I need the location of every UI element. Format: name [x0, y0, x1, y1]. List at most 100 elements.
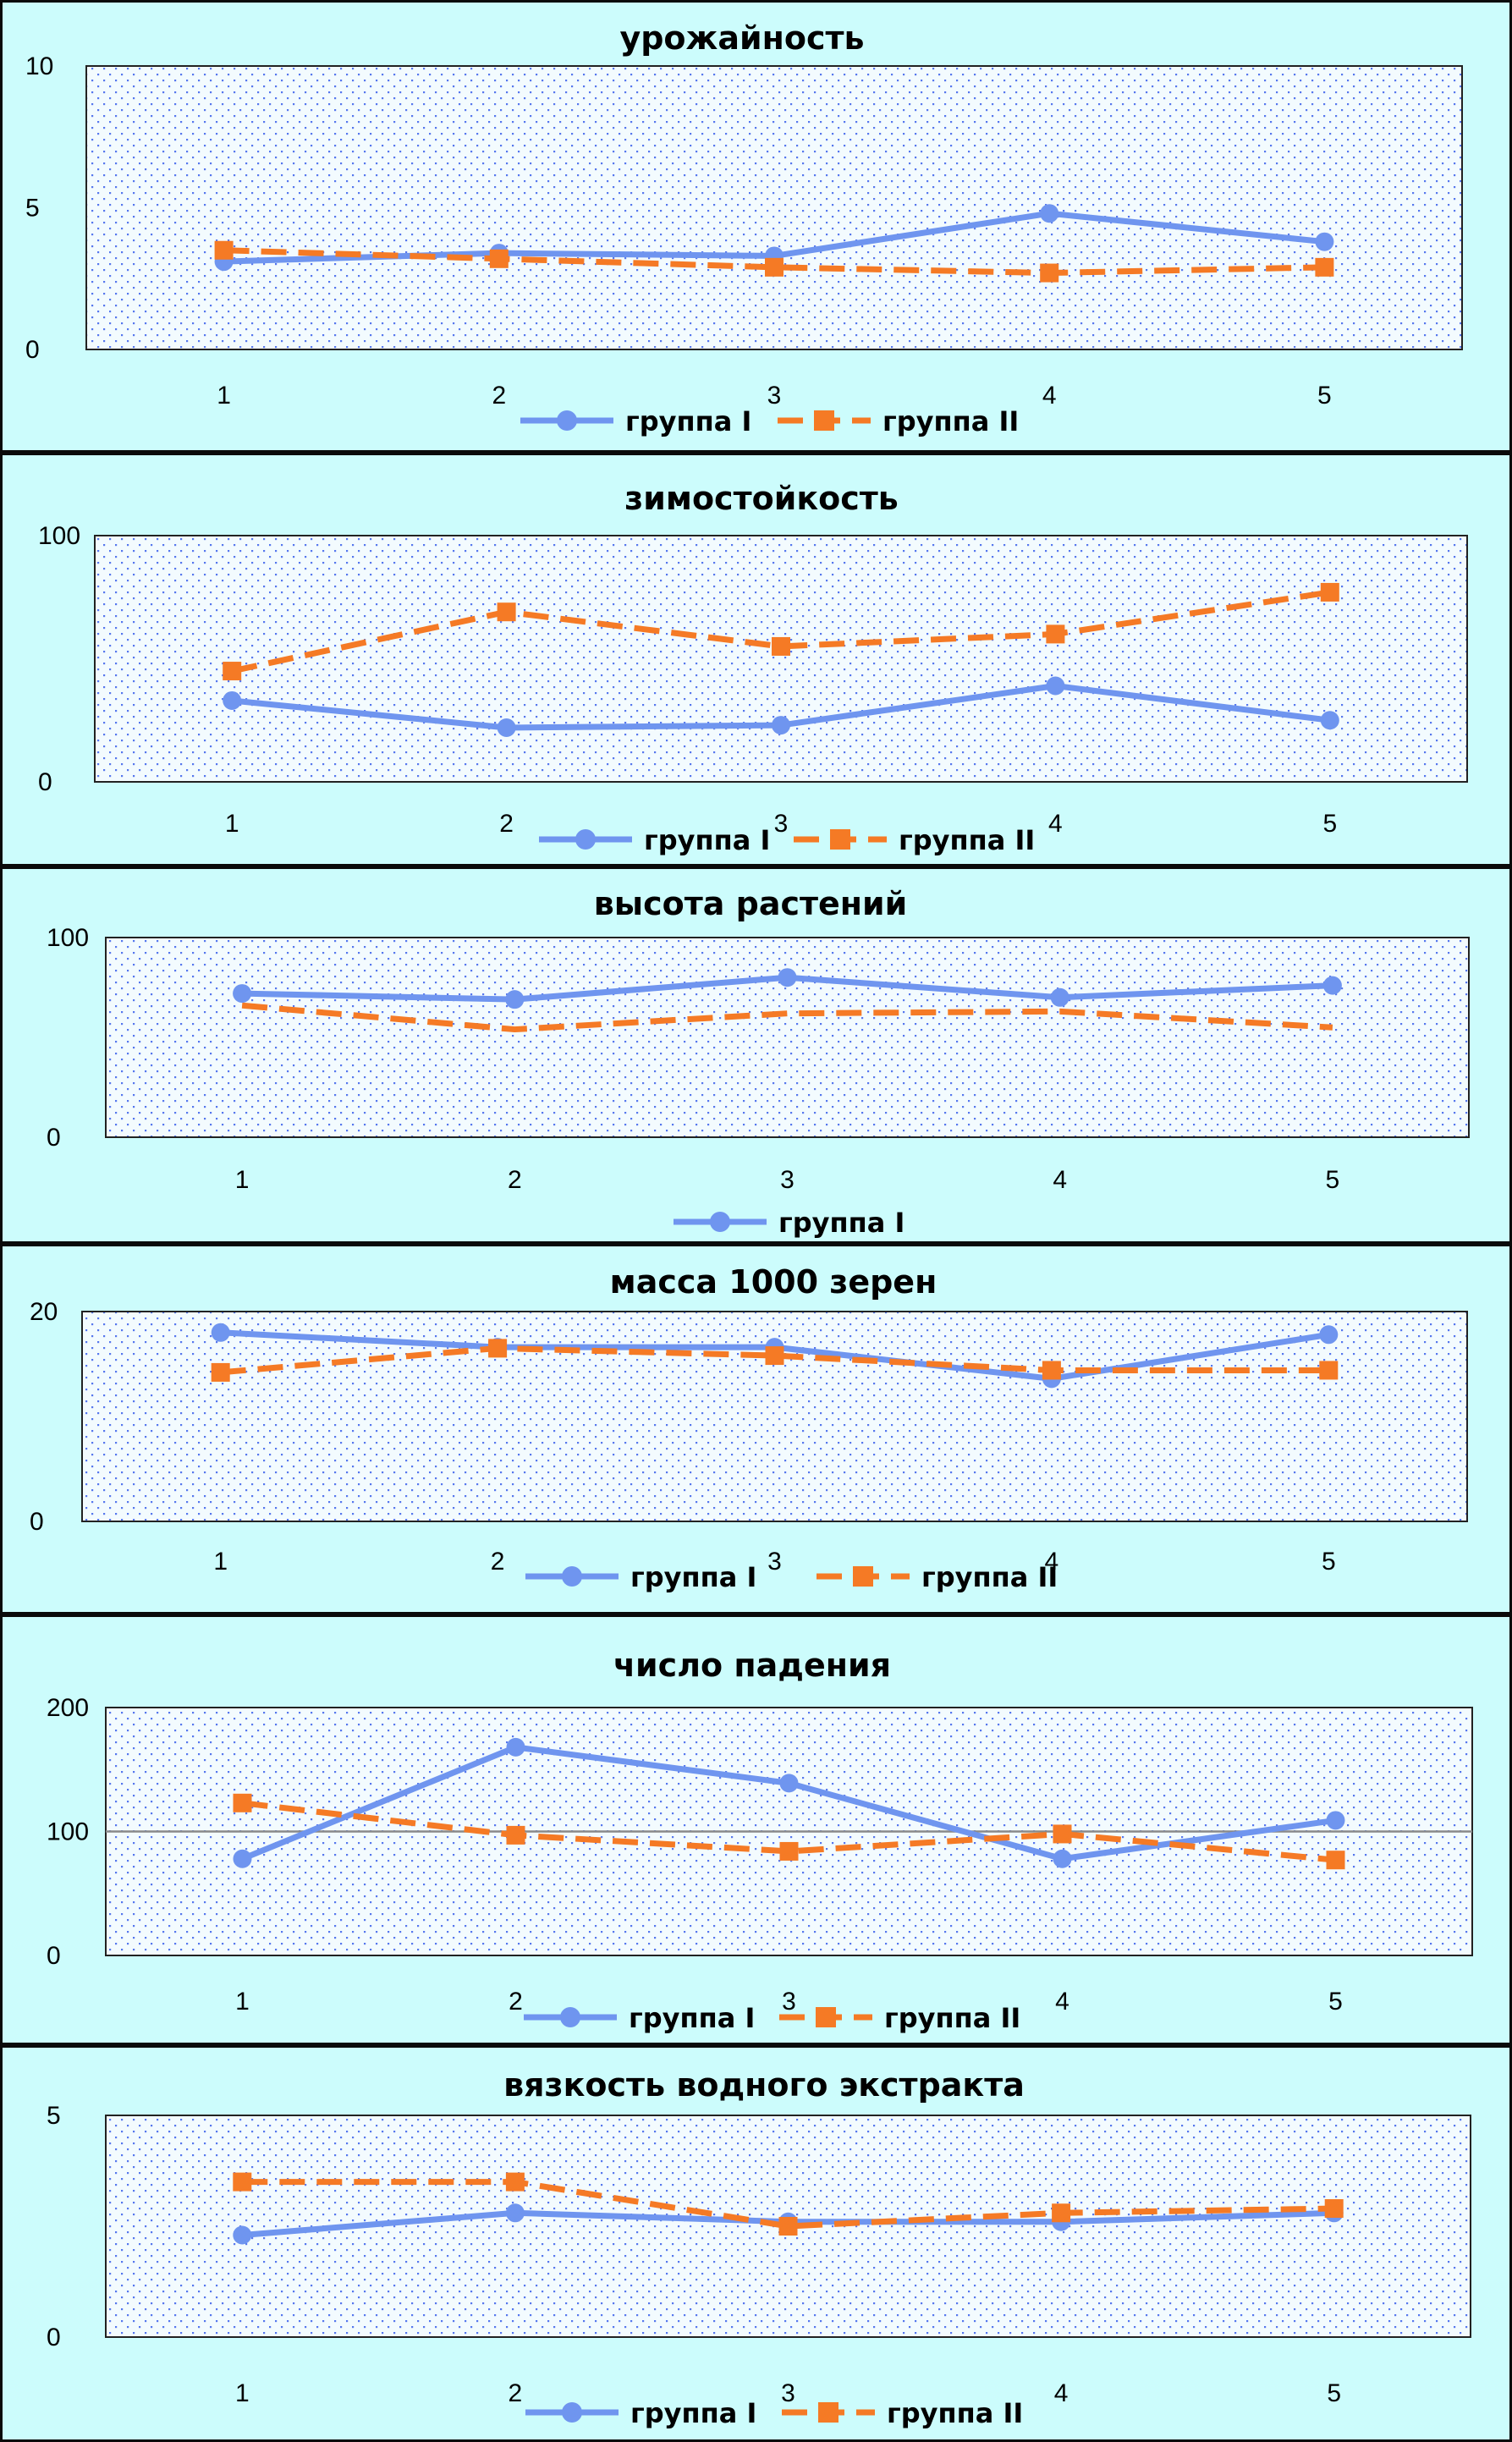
- series-line-2: [242, 2179, 1334, 2230]
- legend-entry-1: группа I: [524, 2002, 755, 2034]
- data-point: [1315, 257, 1334, 277]
- x-tick-label: 4: [1053, 1166, 1067, 1194]
- legend-marker: [816, 2007, 836, 2027]
- data-point: [233, 1793, 252, 1812]
- chart-title: вязкость водного экстракта: [503, 2066, 1025, 2104]
- legend-entry-1: группа I: [674, 1207, 904, 1239]
- x-tick-label: 2: [492, 382, 506, 410]
- legend-marker: [830, 829, 850, 850]
- series-line-2: [242, 1800, 1336, 1863]
- data-point: [505, 990, 525, 1009]
- legend-marker: [853, 1566, 873, 1587]
- data-point: [1040, 204, 1059, 223]
- x-tick-label: 1: [235, 1166, 250, 1194]
- x-tick-label: 5: [1328, 1988, 1343, 2016]
- data-point: [1046, 676, 1065, 696]
- legend-entry-2: группа II: [816, 1561, 1058, 1593]
- x-tick-label: 3: [780, 1166, 794, 1194]
- x-tick-label: 1: [213, 1548, 228, 1576]
- chart-panel-4: 0 20 1 2 3 4 5 масса 1000 зерен группа I группа I…: [0, 1244, 1512, 1614]
- series-line-2: [231, 589, 1331, 674]
- x-tick-label: 3: [767, 1548, 782, 1576]
- data-point: [211, 1323, 230, 1342]
- data-point: [233, 2225, 252, 2245]
- x-tick-label: 1: [217, 382, 231, 410]
- y-tick-label: 10: [25, 52, 53, 80]
- data-point: [1320, 711, 1339, 730]
- plot-area: [85, 65, 1463, 350]
- data-point: [223, 662, 242, 681]
- x-tick-label: 4: [1055, 1988, 1069, 2016]
- series-line-2: [241, 1002, 1333, 1033]
- data-point: [778, 2217, 798, 2236]
- x-tick-label: 3: [782, 1988, 796, 2016]
- legend-label: группа I: [644, 824, 770, 856]
- x-tick-label: 1: [235, 1988, 250, 2016]
- legend-label: группа I: [625, 405, 751, 437]
- x-tick-label: 1: [225, 810, 239, 838]
- chart-panel-6: 0 5 1 2 3 4 5 вязкость водного экстракта группа …: [0, 2045, 1512, 2442]
- legend-entry-1: группа I: [520, 405, 751, 437]
- legend-label: группа I: [778, 1207, 904, 1239]
- x-tick-label: 4: [1045, 1548, 1059, 1576]
- plot-area: [105, 937, 1470, 1138]
- x-tick-label: 3: [774, 810, 789, 838]
- legend-entry-2: группа II: [782, 2397, 1023, 2429]
- x-tick-label: 1: [235, 2379, 250, 2407]
- data-point: [233, 1849, 252, 1868]
- legend-entry-2: группа II: [779, 2002, 1020, 2034]
- data-point: [1326, 1811, 1345, 1830]
- x-tick-label: 4: [1054, 2379, 1069, 2407]
- legend-label: группа I: [630, 1561, 756, 1593]
- y-tick-label: 0: [30, 1508, 44, 1536]
- x-tick-label: 5: [1317, 382, 1332, 410]
- legend-entry-1: группа I: [525, 2397, 756, 2429]
- legend-marker: [557, 410, 577, 431]
- data-point: [1315, 232, 1334, 251]
- data-point: [778, 968, 797, 987]
- x-tick-label: 2: [491, 1548, 505, 1576]
- y-tick-label: 20: [30, 1298, 58, 1326]
- data-point: [1322, 976, 1342, 995]
- y-tick-label: 100: [47, 924, 89, 952]
- x-tick-label: 4: [1042, 382, 1057, 410]
- data-point: [1042, 1361, 1061, 1380]
- data-point: [214, 240, 234, 260]
- chart-title: зимостойкость: [624, 480, 899, 517]
- legend-label: группа II: [882, 405, 1019, 437]
- legend-entry-2: группа II: [794, 824, 1035, 856]
- data-point: [505, 2203, 525, 2223]
- legend-label: группа I: [629, 2002, 755, 2034]
- chart-panel-1: 0 5 10 1 2 3 4 5 урожайность группа I группа II: [0, 0, 1512, 453]
- data-point: [1046, 624, 1065, 644]
- x-tick-label: 5: [1322, 1548, 1336, 1576]
- x-tick-label: 4: [1048, 810, 1063, 838]
- chart-title: число падения: [613, 1647, 891, 1684]
- x-tick-label: 5: [1322, 810, 1337, 838]
- x-tick-label: 3: [767, 382, 782, 410]
- x-tick-label: 3: [781, 2379, 795, 2407]
- legend-marker: [818, 2402, 838, 2423]
- data-point: [1052, 2203, 1071, 2223]
- chart-panel-5: 0 100 200 1 2 3 4 5 число падения группа I группа …: [0, 1614, 1512, 2045]
- x-tick-label: 5: [1327, 2379, 1341, 2407]
- data-point: [211, 1362, 230, 1382]
- y-tick-label: 0: [47, 2324, 61, 2351]
- data-point: [772, 636, 790, 656]
- data-point: [1324, 2199, 1344, 2219]
- legend-entry-2: группа II: [778, 405, 1019, 437]
- chart-panel-3: 0 100 1 2 3 4 5 высота растений группа I: [0, 866, 1512, 1244]
- y-tick-label: 0: [47, 1124, 61, 1152]
- data-point: [223, 690, 242, 710]
- legend-marker: [814, 410, 834, 431]
- data-point: [1326, 1851, 1345, 1870]
- legend-marker: [560, 2007, 580, 2027]
- data-point: [779, 1841, 799, 1861]
- data-point: [1050, 987, 1069, 1007]
- data-point: [1053, 1849, 1072, 1868]
- data-point: [488, 1339, 508, 1358]
- legend-entry-1: группа I: [539, 824, 770, 856]
- data-point: [505, 2172, 525, 2192]
- legend-marker: [575, 829, 596, 850]
